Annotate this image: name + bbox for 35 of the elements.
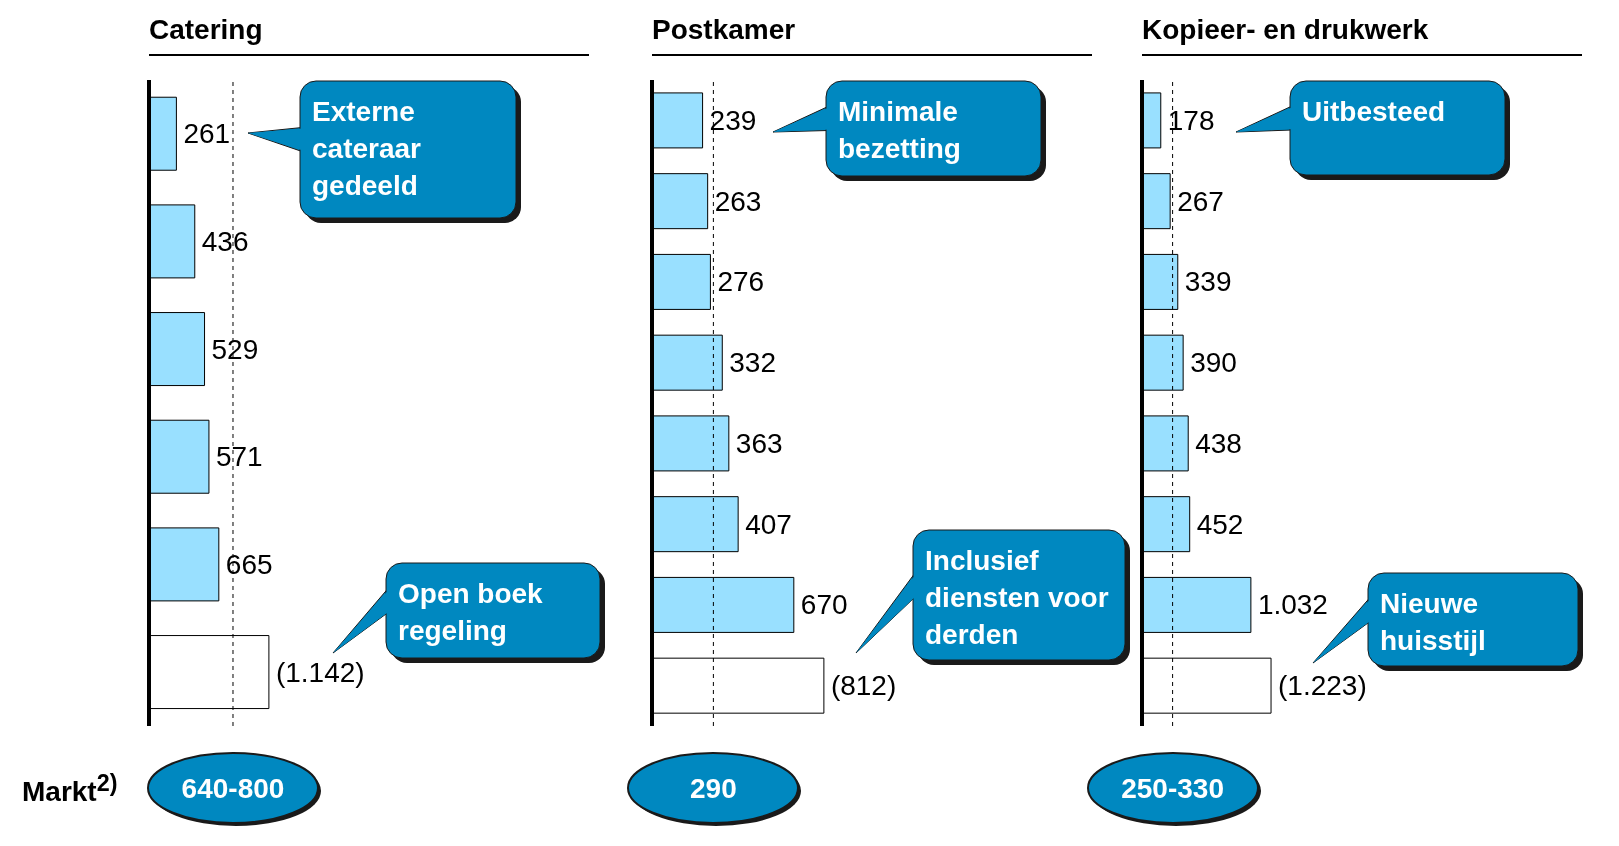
data-label: (1.223): [1278, 670, 1367, 702]
data-label: 363: [735, 427, 783, 459]
data-label: 390: [1190, 347, 1237, 379]
data-label: 665: [225, 548, 273, 580]
data-label: 263: [714, 185, 762, 217]
data-label: 267: [1177, 185, 1224, 217]
text: Markt$^{2)}$: [22, 770, 118, 809]
data-label: 178: [1167, 104, 1215, 136]
data-label: 436: [201, 225, 249, 257]
data-label: 1.032: [1257, 589, 1328, 621]
chart-title: Kopieer- en drukwerk: [1142, 14, 1582, 56]
data-label: 438: [1195, 427, 1242, 459]
data-label: 276: [717, 266, 765, 298]
text: 290: [689, 772, 738, 806]
data-label: 339: [1184, 266, 1232, 298]
data-label: 407: [745, 508, 792, 540]
text: Nieuwe huisstijl: [1380, 587, 1487, 658]
data-label: (812): [830, 670, 897, 702]
text: 250-330: [1120, 772, 1225, 806]
chart-title: Postkamer: [652, 14, 1092, 56]
data-label: (1.142): [275, 656, 365, 688]
data-label: 529: [211, 333, 259, 365]
data-label: 452: [1196, 508, 1244, 540]
data-label: 332: [729, 347, 776, 379]
text: Externe cateraar gedeeld: [312, 95, 422, 203]
text: Open boek regeling: [398, 577, 544, 648]
chart-title: Catering: [149, 14, 589, 56]
text: Minimale bezetting: [838, 95, 962, 166]
text: Uitbesteed: [1302, 95, 1447, 129]
data-label: 670: [800, 589, 848, 621]
text: Inclusief diensten voor derden: [925, 544, 1110, 652]
data-label: 571: [215, 441, 263, 473]
data-label: 239: [709, 104, 757, 136]
text: 640-800: [180, 772, 286, 806]
data-label: 261: [183, 118, 231, 150]
